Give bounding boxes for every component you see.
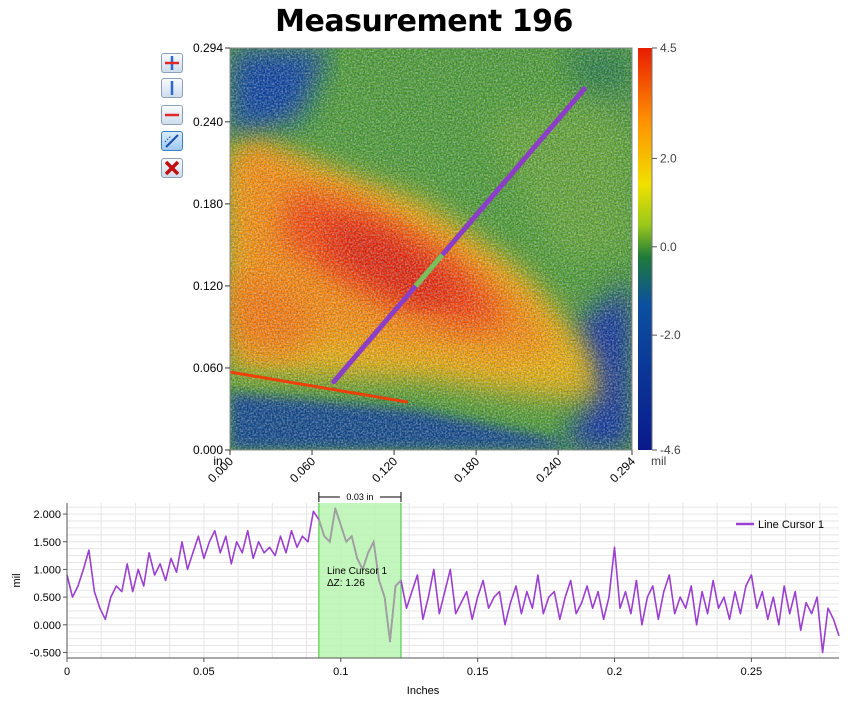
plot-area — [67, 503, 839, 658]
series-highlighted-segment — [318, 508, 402, 642]
chart-title: Measurement 196 — [275, 4, 573, 39]
y-tick-label: 0.120 — [193, 279, 223, 293]
width-label-bg — [339, 490, 380, 502]
crosshair-icon — [165, 56, 179, 70]
y-tick-label: 0.060 — [193, 361, 223, 375]
colorbar-unit-label: mil — [651, 454, 666, 468]
vertical-line-icon — [170, 81, 174, 95]
x-tick-label: 0.2 — [607, 666, 622, 678]
colorbar-tick-label: 2.0 — [660, 151, 677, 165]
horizontal-cursor-button[interactable] — [161, 105, 183, 125]
delete-cursor-button[interactable] — [161, 158, 183, 178]
axis-unit-label: in — [213, 454, 222, 468]
y-tick-label: -0.500 — [30, 647, 61, 659]
x-tick-label: 0 — [64, 666, 70, 678]
colorbar-tick-label: 4.5 — [660, 41, 677, 55]
y-tick-label: 0.000 — [193, 443, 223, 457]
x-tick-label: 0.15 — [467, 666, 488, 678]
x-tick-label: 0.1 — [333, 666, 348, 678]
y-axis-title: mil — [11, 573, 23, 587]
line-cursor-path — [331, 86, 587, 385]
colorbar-tick-label: 0.0 — [660, 240, 677, 254]
heatmap-image — [230, 48, 632, 450]
x-tick-label: 0.05 — [193, 666, 214, 678]
profile-grid — [66, 503, 839, 658]
horizontal-line-icon — [165, 113, 179, 117]
y-tick-label: 0.294 — [193, 41, 223, 55]
red-x-icon — [164, 160, 180, 176]
y-tick-label: 1.000 — [33, 564, 61, 576]
profile-series: Line Cursor 1ΔZ: 1.26 — [66, 507, 840, 654]
colorbar-tick-label: -4.6 — [660, 443, 681, 457]
series-line-cursor-1 — [66, 507, 840, 654]
legend-label: Line Cursor 1 — [758, 519, 824, 531]
colorbar-tick-label: -2.0 — [660, 328, 681, 342]
y-tick-label: 0.000 — [33, 620, 61, 632]
y-tick-label: 2.000 — [33, 509, 61, 521]
legend: Line Cursor 1 — [736, 519, 824, 531]
line-cursor-highlight — [413, 253, 445, 288]
x-axis-title: Inches — [407, 685, 440, 697]
diagonal-line-icon — [164, 134, 179, 148]
annotation-delta: ΔZ: 1.26 — [327, 578, 365, 589]
x-tick-label: 0.25 — [741, 666, 762, 678]
vertical-cursor-button[interactable] — [161, 78, 183, 98]
hot-band — [229, 370, 409, 404]
surface-overlays — [229, 86, 587, 404]
y-tick-label: 0.180 — [193, 197, 223, 211]
width-label: 0.03 in — [346, 492, 373, 502]
line-cursor-button[interactable] — [161, 131, 183, 151]
crosshair-cursor-button[interactable] — [161, 53, 183, 73]
heatmap-frame — [229, 47, 633, 451]
y-tick-label: 1.500 — [33, 537, 61, 549]
y-tick-label: 0.240 — [193, 115, 223, 129]
annotation-label: Line Cursor 1 — [327, 566, 387, 577]
y-tick-label: 0.500 — [33, 592, 61, 604]
colorbar — [638, 48, 652, 450]
